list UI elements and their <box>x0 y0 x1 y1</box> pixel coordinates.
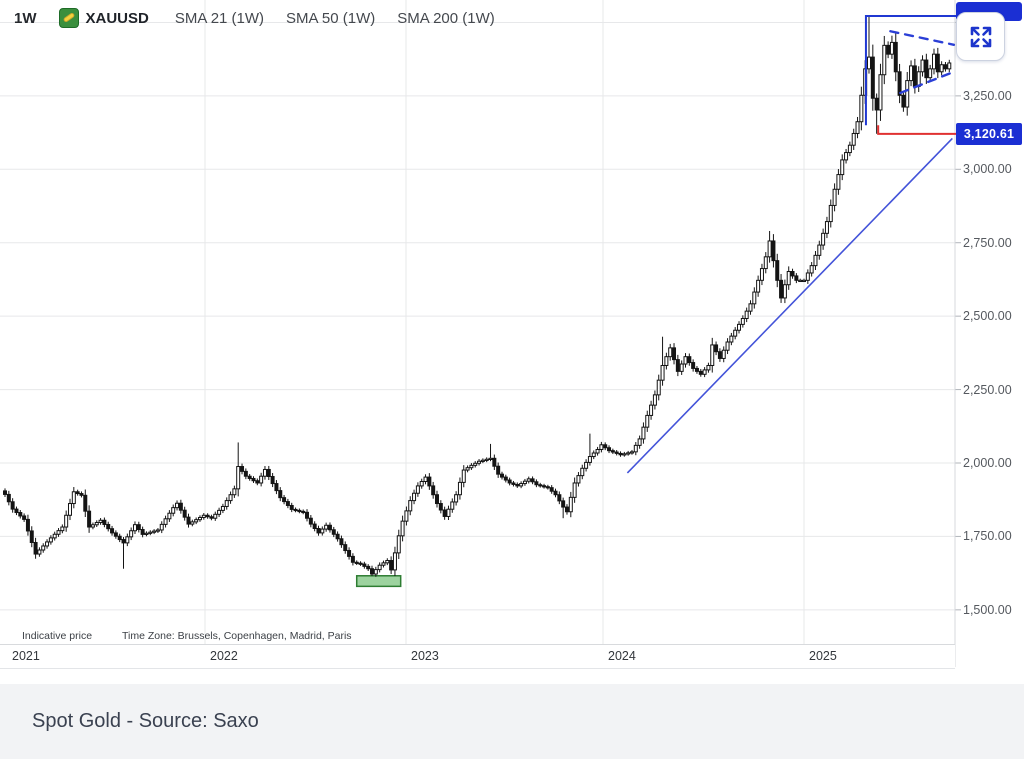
y-axis-label: 2,250.00 <box>963 382 1012 397</box>
time-axis[interactable]: 2021 2022 2023 2024 2025 <box>0 644 955 669</box>
y-axis-label: 2,500.00 <box>963 309 1012 324</box>
x-axis-label-2025: 2025 <box>809 649 837 663</box>
x-axis-label-2023: 2023 <box>411 649 439 663</box>
rising-trendline[interactable] <box>626 137 953 474</box>
x-axis-label-2022: 2022 <box>210 649 238 663</box>
high-price-line[interactable] <box>864 14 958 126</box>
expand-icon <box>970 26 991 47</box>
y-axis-label: 1,500.00 <box>963 602 1012 617</box>
x-axis-label-2021: 2021 <box>12 649 40 663</box>
timezone-note: Time Zone: Brussels, Copenhagen, Madrid,… <box>122 630 352 642</box>
pennant-upper-line[interactable] <box>889 30 956 46</box>
pennant-lower-line[interactable] <box>899 70 956 95</box>
y-axis-label: 3,000.00 <box>963 162 1012 177</box>
y-axis-label: 2,750.00 <box>963 235 1012 250</box>
y-axis-label: 3,250.00 <box>963 88 1012 103</box>
y-axis-label: 2,000.00 <box>963 456 1012 470</box>
y-axis-label: 1,750.00 <box>963 529 1012 544</box>
candlestick-series <box>3 15 952 577</box>
caption-text: Spot Gold - Source: Saxo <box>32 710 259 732</box>
demand-zone-box <box>355 575 402 588</box>
expand-fullscreen-button[interactable] <box>956 12 1005 61</box>
support-price-line[interactable] <box>877 125 958 135</box>
support-price-badge: 3,120.61 <box>956 122 1022 145</box>
price-chart-canvas[interactable] <box>0 0 1024 668</box>
x-axis-label-2024: 2024 <box>608 649 636 663</box>
indicative-price-note: Indicative price <box>22 630 93 642</box>
price-axis[interactable]: 3,250.00 3,000.00 2,750.00 2,500.00 2,250.00… <box>955 0 1024 668</box>
caption-bar: Spot Gold - Source: Saxo <box>0 684 1024 759</box>
